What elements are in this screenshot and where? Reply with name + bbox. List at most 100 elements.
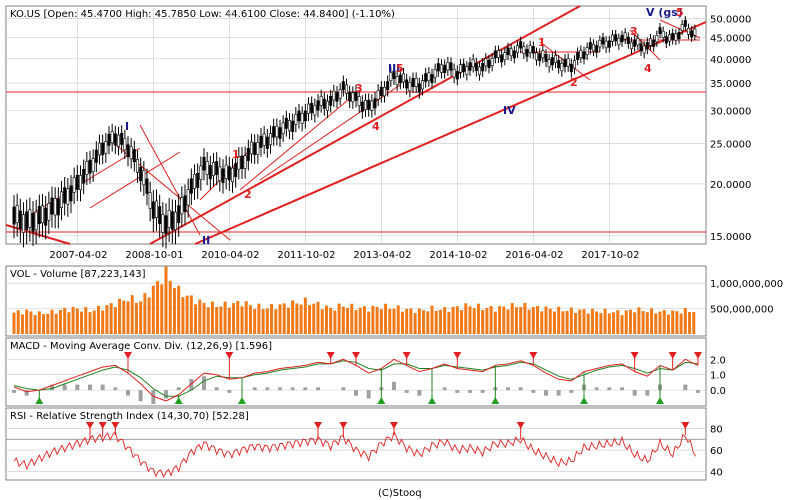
macd-histogram-bar: [366, 390, 371, 399]
wave-label-iv: IV: [503, 104, 516, 117]
price-candle: [500, 54, 504, 63]
volume-bar: [113, 307, 117, 334]
price-candle: [215, 161, 219, 175]
volume-bar: [662, 309, 666, 334]
macd-histogram-bar: [645, 390, 650, 396]
price-candle: [319, 96, 323, 106]
volume-bar: [561, 311, 565, 334]
price-candle: [557, 60, 561, 69]
volume-bar: [168, 280, 172, 334]
volume-bar: [189, 295, 193, 334]
price-candle: [452, 68, 456, 78]
price-candle: [658, 27, 662, 34]
price-candle: [664, 36, 668, 44]
price-candle: [617, 37, 621, 46]
price-candle: [208, 165, 212, 180]
price-candle: [610, 34, 614, 42]
macd-histogram-bar: [227, 390, 232, 393]
price-candle: [601, 37, 605, 45]
price-candle: [177, 205, 181, 224]
volume-bar: [71, 306, 75, 334]
macd-y-ticks: 2.0 1.0 0.0: [710, 355, 726, 397]
volume-bar: [282, 303, 286, 334]
price-candle: [531, 46, 535, 54]
volume-bar: [379, 309, 383, 334]
volume-bar: [616, 310, 620, 334]
volume-bar: [227, 307, 231, 334]
volume-bar: [156, 281, 160, 334]
volume-bar: [358, 307, 362, 334]
price-header: KO.US [Open: 45.4700 High: 45.7850 Low: …: [10, 9, 395, 20]
price-candle: [534, 52, 538, 61]
footer-credit: (C)Stooq: [378, 488, 422, 499]
price-candle: [360, 101, 364, 112]
price-candle: [117, 134, 121, 147]
price-candle: [66, 188, 70, 205]
wave-label-i: I: [125, 120, 129, 133]
price-candle: [31, 213, 35, 232]
price-candle: [202, 156, 206, 171]
price-candle: [189, 178, 193, 194]
price-candle: [424, 73, 428, 82]
price-candle: [193, 174, 197, 189]
price-candle: [28, 209, 32, 228]
volume-bar: [33, 315, 37, 334]
price-candle: [528, 45, 532, 53]
volume-bar: [16, 310, 20, 334]
price-candle: [297, 110, 301, 122]
volume-bar: [654, 313, 658, 334]
volume-bar: [650, 308, 654, 334]
price-candle: [240, 155, 244, 170]
price-candle: [370, 100, 374, 111]
rsi-overbought-marker: [98, 422, 107, 429]
price-candle: [553, 55, 557, 63]
volume-bar: [451, 306, 455, 334]
price-candle: [449, 62, 453, 71]
price-x-tick-label: 2010-04-02: [201, 250, 259, 261]
price-candle: [205, 161, 209, 175]
price-candle: [639, 43, 643, 51]
rsi-overbought-marker: [314, 422, 322, 429]
price-candle: [151, 201, 155, 219]
rsi-header: RSI - Relative Strength Index (14,30,70)…: [10, 411, 249, 422]
price-y-tick-label: 20.0000: [710, 180, 751, 191]
price-candle: [253, 142, 257, 155]
price-candle: [104, 141, 108, 154]
macd-histogram-bar: [354, 390, 358, 396]
rsi-series: [13, 422, 696, 478]
price-candle: [56, 198, 60, 216]
volume-bar: [333, 310, 337, 334]
volume-bar: [641, 311, 645, 334]
price-y-tick-label: 15.0000: [710, 232, 751, 243]
price-candle: [538, 53, 542, 62]
macd-histogram-bar: [404, 390, 409, 393]
volume-bar: [443, 307, 447, 334]
volume-bar: [291, 300, 295, 334]
macd-histogram-bar: [62, 384, 67, 391]
rsi-overbought-marker: [111, 422, 120, 429]
volume-bar: [109, 303, 113, 334]
price-candle: [671, 32, 675, 40]
volume-bar: [151, 285, 155, 334]
wave-label-5a: 5: [396, 62, 404, 75]
volume-y-ticks: 1,000,000,000 500,000,000: [710, 279, 783, 315]
volume-bar: [37, 311, 41, 334]
price-candle: [335, 92, 339, 102]
volume-bar: [324, 305, 328, 334]
price-candle: [490, 58, 494, 66]
price-candle: [59, 191, 63, 208]
price-candle: [44, 207, 48, 226]
volume-bar: [248, 305, 252, 334]
price-candle: [161, 214, 165, 233]
price-candle: [170, 211, 174, 230]
price-candle: [436, 63, 440, 72]
price-candle: [313, 105, 317, 116]
price-candle: [433, 69, 437, 78]
rsi-overbought-marker: [681, 422, 690, 429]
macd-histogram-bar: [214, 387, 219, 391]
price-y-tick-label: 45.0000: [710, 34, 751, 45]
price-candle: [468, 62, 472, 71]
price-candle: [379, 86, 383, 97]
volume-bar: [544, 306, 548, 334]
price-y-ticks: 50.0000 45.0000 40.0000 35.0000 30.0000 25.00…: [710, 15, 751, 243]
